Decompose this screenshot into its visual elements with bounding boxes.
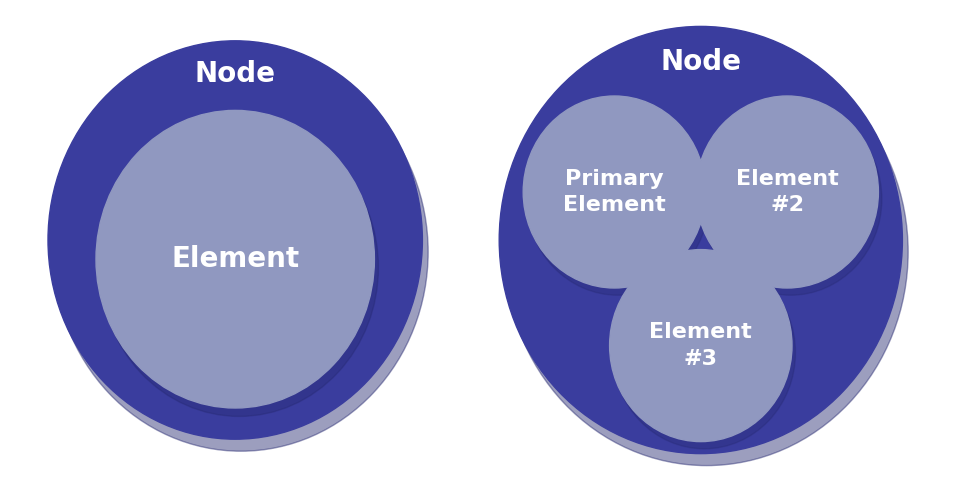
Text: Element: Element (171, 245, 300, 273)
Text: Element
#3: Element #3 (649, 323, 753, 369)
Ellipse shape (505, 38, 908, 466)
Ellipse shape (527, 103, 709, 295)
Text: Element
#2: Element #2 (735, 169, 839, 215)
Ellipse shape (610, 250, 792, 442)
Ellipse shape (54, 53, 428, 451)
Text: Primary
Element: Primary Element (563, 169, 666, 215)
Text: Node: Node (195, 60, 276, 88)
Ellipse shape (96, 110, 374, 408)
Text: Node: Node (660, 48, 741, 76)
Ellipse shape (696, 96, 878, 288)
Ellipse shape (499, 26, 902, 454)
Ellipse shape (523, 96, 706, 288)
Ellipse shape (700, 103, 882, 295)
Ellipse shape (48, 41, 422, 439)
Ellipse shape (100, 119, 378, 417)
Ellipse shape (613, 257, 796, 449)
